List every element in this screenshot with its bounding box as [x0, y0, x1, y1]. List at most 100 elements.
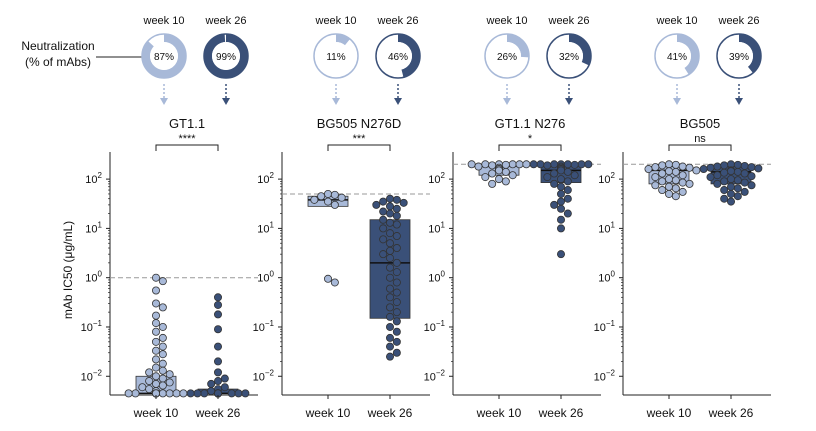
donut-fill	[569, 34, 591, 66]
data-point	[557, 197, 566, 206]
data-point	[151, 337, 160, 346]
data-point	[158, 374, 167, 383]
donut-percent-label: 87%	[154, 52, 174, 63]
x-tick-label: week 26	[708, 406, 754, 420]
data-point	[392, 337, 401, 346]
significance-label: *	[528, 133, 533, 145]
y-tick-label: 10−1	[594, 319, 616, 334]
data-point	[665, 175, 674, 184]
data-point	[385, 342, 394, 351]
data-point	[658, 161, 667, 170]
data-point	[213, 357, 222, 366]
donut-hole	[384, 42, 412, 70]
data-point	[550, 160, 559, 169]
data-point	[158, 303, 167, 312]
y-tick-label: 101	[257, 220, 274, 235]
data-point	[685, 163, 694, 172]
donut-percent-label: 26%	[497, 52, 517, 63]
data-point	[151, 363, 160, 372]
data-point	[501, 167, 510, 176]
data-point	[158, 322, 167, 331]
data-point	[488, 161, 497, 170]
data-point	[158, 350, 167, 359]
data-point	[651, 163, 660, 172]
arrow-head	[222, 98, 230, 105]
data-point	[151, 372, 160, 381]
data-point	[385, 293, 394, 302]
data-point	[385, 218, 394, 227]
data-point	[678, 187, 687, 196]
data-point	[720, 186, 729, 195]
data-point	[678, 162, 687, 171]
data-point	[494, 175, 503, 184]
y-tick-label: 10−2	[424, 368, 446, 383]
data-point	[740, 178, 749, 187]
x-tick-label: week 10	[305, 406, 351, 420]
data-point	[577, 160, 586, 169]
data-point	[323, 189, 332, 198]
data-point	[665, 160, 674, 169]
data-point	[330, 190, 339, 199]
data-point	[385, 333, 394, 342]
data-point	[658, 177, 667, 186]
donut-fill	[398, 34, 421, 78]
data-point	[151, 273, 160, 282]
data-point	[145, 368, 154, 377]
y-tick-label: 100	[257, 270, 274, 285]
data-point	[706, 163, 715, 172]
x-tick-label: week 26	[538, 406, 584, 420]
data-point	[165, 378, 174, 387]
data-point	[515, 160, 524, 169]
data-point	[330, 200, 339, 209]
data-point	[392, 244, 401, 253]
data-point	[207, 387, 216, 396]
data-point	[385, 303, 394, 312]
data-point	[733, 167, 742, 176]
data-point	[727, 197, 736, 206]
y-tick-label: 102	[85, 171, 102, 186]
y-tick-label: 100	[428, 270, 445, 285]
data-point	[740, 161, 749, 170]
data-point	[658, 169, 667, 178]
data-point	[227, 389, 236, 398]
data-point	[158, 381, 167, 390]
donut-hole	[493, 42, 521, 70]
data-point	[550, 200, 559, 209]
data-point	[494, 166, 503, 175]
data-point	[213, 293, 222, 302]
data-point	[385, 246, 394, 255]
data-point	[158, 277, 167, 286]
data-point	[747, 181, 756, 190]
y-tick-label: 10−2	[594, 368, 616, 383]
data-point	[720, 168, 729, 177]
data-point	[720, 161, 729, 170]
data-point	[385, 194, 394, 203]
donut-hole	[725, 42, 753, 70]
donut-hole	[150, 42, 178, 70]
data-point	[186, 389, 195, 398]
panels: week 10 87% week 26 99% GT1.1 102 101 100 10−1 10…	[81, 15, 771, 420]
data-point	[501, 160, 510, 169]
donut-percent-label: 46%	[388, 52, 408, 63]
data-point	[172, 389, 181, 398]
data-point	[706, 173, 715, 182]
data-point	[379, 235, 388, 244]
data-point	[536, 160, 545, 169]
data-point	[138, 383, 147, 392]
data-point	[213, 300, 222, 309]
y-tick-label: 102	[428, 171, 445, 186]
neutralization-label: Neutralization (% of mAbs)	[21, 39, 148, 69]
data-point	[692, 166, 701, 175]
neutralization-label-line2: (% of mAbs)	[25, 55, 91, 69]
data-point	[467, 160, 476, 169]
panel-3: week 10 26% week 26 32% GT1.1 N276 102 101 100 1…	[424, 15, 601, 420]
data-point	[665, 189, 674, 198]
data-point	[557, 215, 566, 224]
data-point	[213, 342, 222, 351]
data-point	[570, 160, 579, 169]
data-point	[563, 186, 572, 195]
data-point	[651, 181, 660, 190]
data-point	[508, 171, 517, 180]
data-point	[557, 204, 566, 213]
panel-title: GT1.1 N276	[495, 116, 566, 131]
